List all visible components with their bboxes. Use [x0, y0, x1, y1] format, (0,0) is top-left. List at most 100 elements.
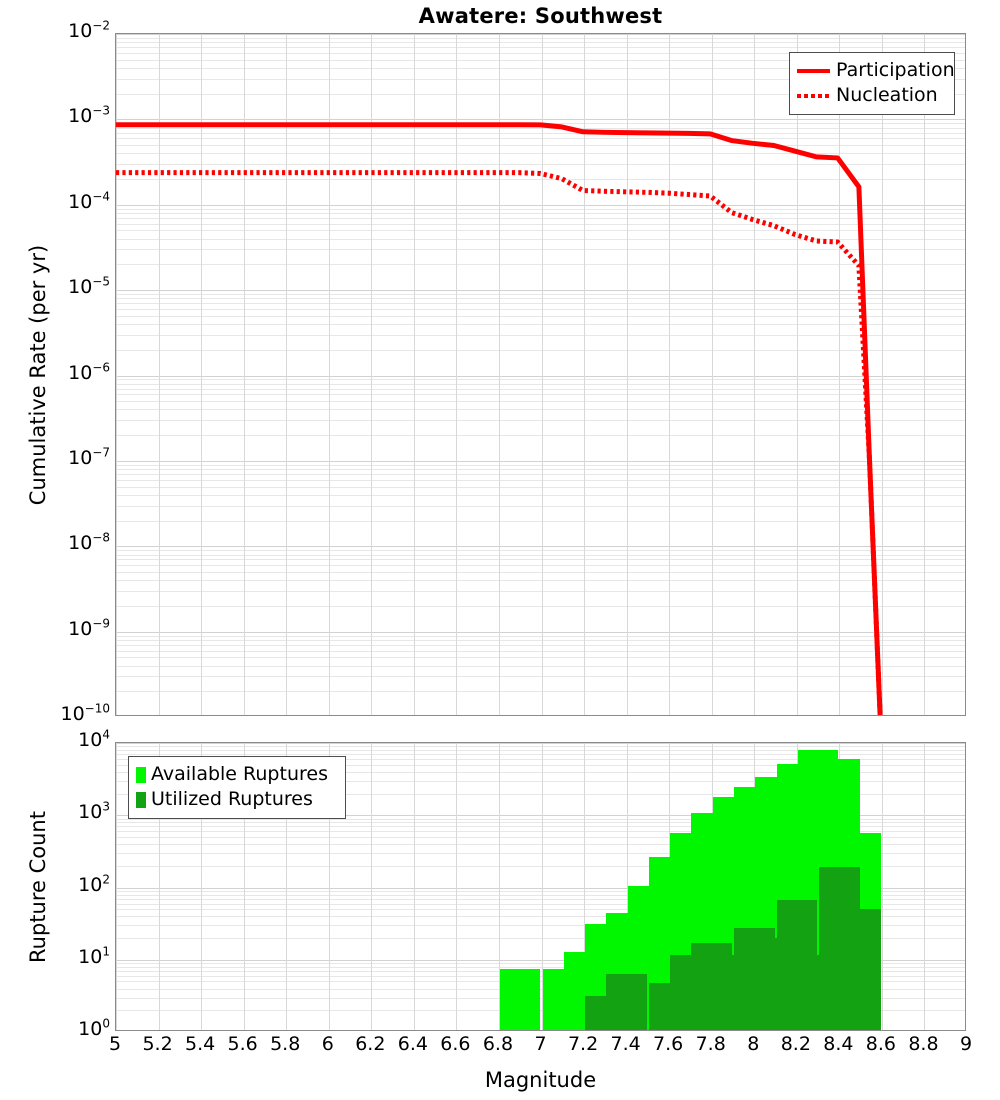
y-tick-label: 10−7: [68, 445, 110, 469]
gridline-vertical: [839, 34, 840, 715]
y-tick-label: 10−2: [68, 18, 110, 42]
gridline-horizontal: [116, 909, 965, 910]
gridline-horizontal: [116, 218, 965, 219]
bottom-y-axis-title: Rupture Count: [26, 811, 50, 963]
x-tick-label: 6.2: [355, 1033, 386, 1055]
gridline-horizontal: [116, 164, 965, 165]
gridline-horizontal: [116, 819, 965, 820]
gridline-vertical: [754, 34, 755, 715]
curve-nucleation: [116, 170, 883, 715]
gridline-horizontal: [116, 480, 965, 481]
gridline-horizontal: [116, 376, 965, 377]
x-tick-label: 9: [959, 1033, 973, 1055]
gridline-horizontal: [116, 264, 965, 265]
gridline-horizontal: [116, 145, 965, 146]
gridline-vertical: [329, 743, 330, 1030]
x-tick-label: 7: [534, 1033, 547, 1055]
gridline-horizontal: [116, 963, 965, 964]
gridline-horizontal: [116, 409, 965, 410]
x-tick-label: 8.2: [780, 1033, 811, 1055]
gridline-vertical: [159, 34, 160, 715]
x-tick-label: 6.8: [482, 1033, 514, 1055]
nucleation-line-swatch: [797, 93, 830, 98]
gridline-horizontal: [116, 389, 965, 390]
gridline-horizontal: [116, 981, 965, 982]
legend-label-nucleation: Nucleation: [836, 84, 938, 106]
gridline-horizontal: [116, 42, 965, 43]
gridline-horizontal: [116, 294, 965, 295]
gridline-vertical: [456, 743, 457, 1030]
gridline-horizontal: [116, 546, 965, 547]
gridline-horizontal: [116, 895, 965, 896]
gridline-horizontal: [116, 394, 965, 395]
gridline-horizontal: [116, 420, 965, 421]
gridline-vertical: [201, 34, 202, 715]
gridline-horizontal: [116, 967, 965, 968]
gridline-horizontal: [116, 435, 965, 436]
gridline-vertical: [584, 743, 585, 1030]
gridline-horizontal: [116, 209, 965, 210]
participation-line-swatch: [797, 68, 830, 73]
gridline-horizontal: [116, 379, 965, 380]
gridline-horizontal: [116, 891, 965, 892]
gridline-horizontal: [116, 465, 965, 466]
gridline-horizontal: [116, 60, 965, 61]
gridline-horizontal: [116, 335, 965, 336]
gridline-horizontal: [116, 794, 965, 795]
bottom-y-axis-ticks: 100 101 102 103 104: [40, 729, 110, 1039]
gridline-horizontal: [116, 743, 965, 744]
gridline-horizontal: [116, 506, 965, 507]
top-y-axis-title: Cumulative Rate (per yr): [26, 244, 50, 506]
gridline-horizontal: [116, 759, 965, 760]
gridline-horizontal: [116, 632, 965, 633]
gridline-horizontal: [116, 781, 965, 782]
y-tick-label: 101: [78, 944, 110, 968]
gridline-vertical: [797, 34, 798, 715]
x-tick-label: 5.8: [270, 1033, 301, 1055]
gridline-vertical: [244, 34, 245, 715]
legend-item-available-ruptures: Available Ruptures: [136, 762, 336, 787]
gridline-horizontal: [116, 826, 965, 827]
gridline-horizontal: [116, 925, 965, 926]
y-tick-label: 104: [78, 727, 110, 751]
gridline-horizontal: [116, 636, 965, 637]
x-tick-label: 8.6: [865, 1033, 896, 1055]
gridline-vertical: [584, 34, 585, 715]
gridline-horizontal: [116, 640, 965, 641]
gridline-horizontal: [116, 495, 965, 496]
gridline-vertical: [414, 34, 415, 715]
cumulative-rate-plot: Participation Nucleation: [115, 33, 966, 716]
gridline-horizontal: [116, 651, 965, 652]
gridline-horizontal: [116, 213, 965, 214]
gridline-horizontal: [116, 831, 965, 832]
y-tick-label: 10−10: [60, 701, 110, 725]
gridline-horizontal: [116, 916, 965, 917]
gridline-horizontal: [116, 591, 965, 592]
gridline-horizontal: [116, 401, 965, 402]
gridline-horizontal: [116, 79, 965, 80]
available-ruptures-swatch: [136, 766, 146, 783]
gridline-horizontal: [116, 324, 965, 325]
gridline-horizontal: [116, 249, 965, 250]
gridline-vertical: [882, 743, 883, 1030]
gridline-horizontal: [116, 128, 965, 129]
gridline-horizontal: [116, 815, 965, 816]
gridline-horizontal: [116, 68, 965, 69]
x-tick-label: 6: [321, 1033, 334, 1055]
gridline-vertical: [159, 743, 160, 1030]
gridline-vertical: [116, 743, 117, 1030]
gridline-horizontal: [116, 904, 965, 905]
gridline-horizontal: [116, 676, 965, 677]
legend-item-participation: Participation: [797, 58, 955, 83]
y-tick-label: 100: [78, 1016, 110, 1040]
x-tick-label: 6.6: [440, 1033, 471, 1055]
gridline-vertical: [882, 34, 883, 715]
gridline-horizontal: [116, 938, 965, 939]
gridline-horizontal: [116, 461, 965, 462]
gridline-vertical: [371, 743, 372, 1030]
gridline-horizontal: [116, 309, 965, 310]
gridline-horizontal: [116, 384, 965, 385]
gridline-horizontal: [116, 34, 965, 35]
x-tick-label: 7.8: [695, 1033, 726, 1055]
